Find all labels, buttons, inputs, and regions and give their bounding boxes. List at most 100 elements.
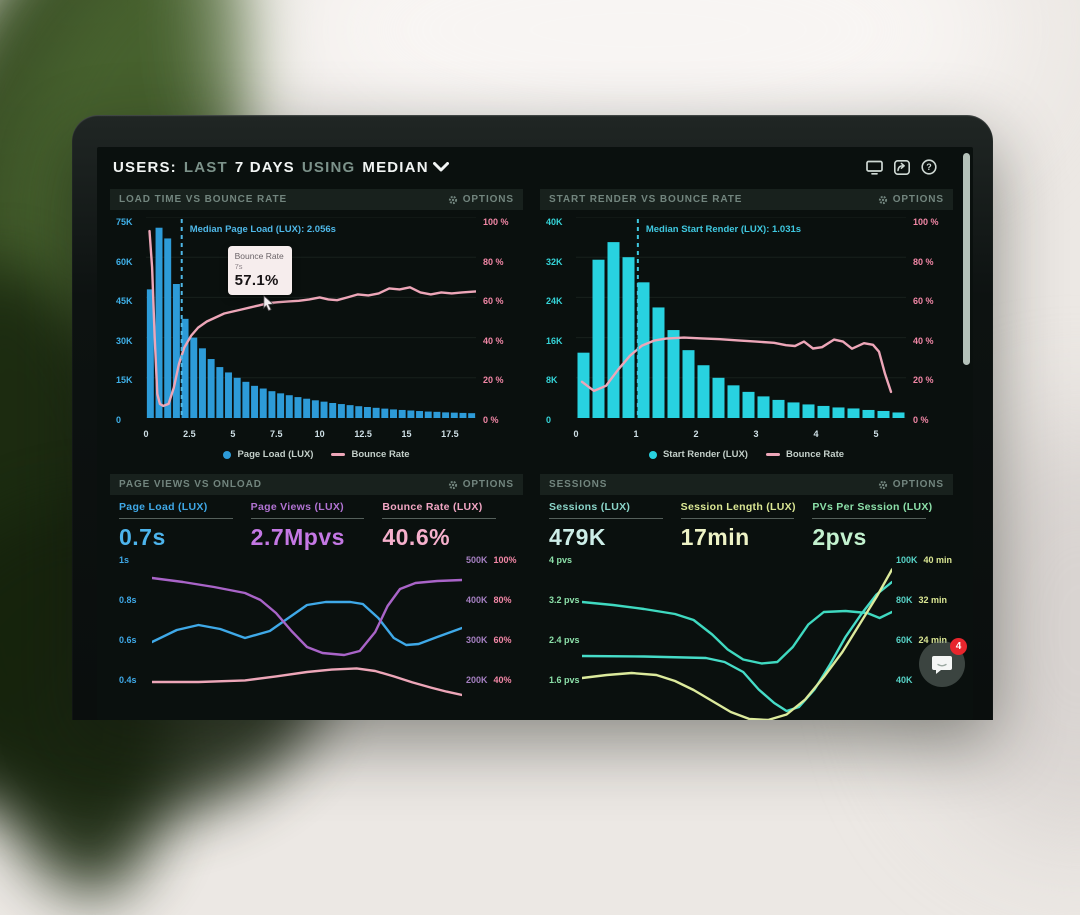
x-tick-label: 4 — [813, 429, 819, 439]
chat-bubble-button[interactable]: 4 — [919, 638, 967, 687]
histogram-bar[interactable] — [277, 393, 285, 418]
panel-titlebar: PAGE VIEWS VS ONLOAD OPTIONS — [110, 474, 523, 495]
histogram-bar[interactable] — [468, 413, 476, 418]
tooltip-series-label: Bounce Rate — [234, 251, 284, 262]
histogram-bar[interactable] — [697, 365, 710, 418]
histogram-bar[interactable] — [727, 385, 740, 418]
help-icon[interactable]: ? — [921, 159, 937, 175]
gear-icon — [878, 195, 887, 204]
histogram-bar[interactable] — [892, 412, 905, 418]
histogram-bar[interactable] — [285, 395, 293, 418]
histogram-bar[interactable] — [311, 400, 319, 418]
stat-underline — [382, 518, 497, 519]
page-title[interactable]: USERS: LAST 7 DAYS USING MEDIAN — [113, 159, 429, 176]
legend-item: Page Load (LUX) — [223, 449, 313, 460]
y-tick-pair: 80K 32 min — [896, 594, 953, 634]
chart-legend: Page Load (LUX) Bounce Rate — [110, 449, 523, 460]
histogram-bar[interactable] — [372, 407, 380, 418]
histogram-bar[interactable] — [607, 242, 620, 418]
histogram-bar[interactable] — [398, 409, 406, 418]
histogram-bar[interactable] — [337, 404, 345, 418]
histogram-bar[interactable] — [757, 396, 770, 418]
histogram-bar[interactable] — [433, 411, 441, 418]
panel-title: START RENDER VS BOUNCE RATE — [549, 194, 743, 205]
options-button[interactable]: OPTIONS — [878, 479, 944, 490]
options-button[interactable]: OPTIONS — [448, 479, 514, 490]
histogram-bar[interactable] — [817, 405, 830, 418]
histogram-bar[interactable] — [346, 405, 354, 418]
histogram-bar[interactable] — [772, 399, 785, 418]
stat-label: PVs Per Session (LUX) — [812, 501, 933, 513]
histogram-plot[interactable]: Median Start Render (LUX): 1.031s — [576, 216, 906, 419]
display-icon[interactable] — [866, 160, 883, 175]
histogram-bar[interactable] — [320, 401, 328, 418]
histogram-bar[interactable] — [251, 385, 259, 418]
y-tick-pair: 300K 60% — [466, 634, 523, 674]
histogram-bar[interactable] — [877, 410, 890, 418]
histogram-bar[interactable] — [242, 381, 250, 418]
histogram-bar[interactable] — [667, 330, 680, 418]
histogram-bar[interactable] — [268, 391, 276, 418]
line-chart-plot[interactable] — [150, 554, 464, 720]
histogram-bar[interactable] — [787, 402, 800, 418]
y-tick-label: 0 % — [913, 414, 929, 425]
options-button[interactable]: OPTIONS — [878, 194, 944, 205]
histogram-bar[interactable] — [381, 408, 389, 418]
histogram-bar[interactable] — [259, 388, 267, 418]
panel-title: LOAD TIME VS BOUNCE RATE — [119, 194, 288, 205]
stat-label: Page Views (LUX) — [250, 501, 344, 513]
histogram-bar[interactable] — [592, 259, 605, 418]
histogram-bar[interactable] — [329, 402, 337, 418]
histogram-bar[interactable] — [146, 289, 154, 418]
dashboard-header: USERS: LAST 7 DAYS USING MEDIAN ? — [97, 147, 973, 187]
histogram-bar[interactable] — [294, 397, 302, 418]
series-line — [580, 568, 894, 720]
histogram-bar[interactable] — [652, 307, 665, 418]
histogram-bar[interactable] — [442, 412, 450, 418]
histogram-bar[interactable] — [450, 412, 458, 418]
histogram-bar[interactable] — [363, 407, 371, 418]
median-annotation: Median Start Render (LUX): 1.031s — [645, 224, 802, 235]
histogram-bar[interactable] — [459, 412, 467, 418]
histogram-bar[interactable] — [637, 282, 650, 418]
histogram-bar[interactable] — [407, 410, 415, 418]
histogram-bar[interactable] — [303, 398, 311, 418]
histogram-bar[interactable] — [712, 377, 725, 418]
histogram-bar[interactable] — [390, 409, 397, 418]
panel-titlebar: LOAD TIME VS BOUNCE RATE OPTIONS — [110, 189, 523, 210]
y-tick-label: 40K — [546, 217, 563, 227]
histogram-bar[interactable] — [198, 348, 206, 418]
histogram-bar[interactable] — [862, 409, 875, 418]
y-tick-label: 75K — [116, 217, 133, 227]
x-tick-label: 1 — [633, 429, 639, 439]
x-axis-ticks: 0 2.5 5 7.5 10 12.5 15 17.5 — [143, 429, 476, 443]
y-tick-label: 0.6s — [119, 635, 137, 645]
histogram-bar[interactable] — [225, 372, 232, 418]
line-chart-plot[interactable] — [580, 554, 894, 720]
histogram-bar[interactable] — [832, 407, 845, 418]
gear-icon — [448, 480, 457, 489]
histogram-plot[interactable]: Median Page Load (LUX): 2.056s Bounce Rat… — [146, 216, 478, 419]
histogram-bar[interactable] — [181, 318, 189, 418]
histogram-bar[interactable] — [216, 367, 224, 418]
histogram-bar[interactable] — [742, 391, 755, 418]
histogram-bar[interactable] — [164, 238, 172, 418]
histogram-bar[interactable] — [622, 257, 635, 418]
histogram-bar[interactable] — [172, 284, 180, 418]
histogram-bar[interactable] — [416, 411, 424, 418]
histogram-bar[interactable] — [424, 411, 432, 418]
histogram-bar[interactable] — [233, 377, 241, 418]
histogram-bar[interactable] — [577, 352, 590, 418]
histogram-bar[interactable] — [190, 337, 198, 418]
histogram-bar[interactable] — [207, 359, 215, 418]
chevron-down-icon[interactable] — [432, 162, 449, 172]
histogram-bar[interactable] — [155, 227, 163, 418]
y-tick-label: 2.4 pvs — [549, 635, 580, 645]
share-icon[interactable] — [894, 159, 910, 175]
options-button[interactable]: OPTIONS — [448, 194, 514, 205]
histogram-bar[interactable] — [682, 350, 695, 418]
histogram-bar[interactable] — [355, 406, 363, 418]
scrollbar-thumb[interactable] — [963, 153, 970, 365]
histogram-bar[interactable] — [847, 408, 860, 418]
histogram-bar[interactable] — [802, 404, 815, 418]
